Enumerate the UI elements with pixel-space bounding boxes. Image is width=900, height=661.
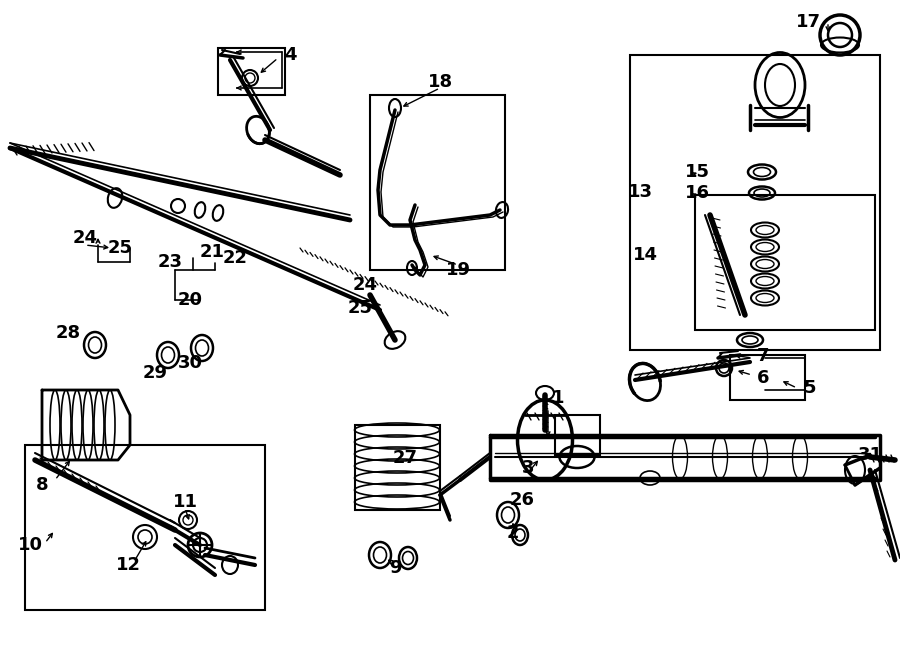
Text: 9: 9 [389,559,401,577]
Bar [630,55,880,350]
Text: 15: 15 [685,163,709,181]
Text: 31: 31 [858,446,883,464]
Text: 21: 21 [200,243,224,261]
Bar [218,48,285,95]
Text: 7: 7 [757,347,770,365]
Text: 23: 23 [158,253,183,271]
Bar [695,195,875,330]
Text: 30: 30 [177,354,202,372]
Text: 5: 5 [804,379,816,397]
Text: 13: 13 [627,183,652,201]
Text: 12: 12 [115,556,140,574]
Text: 3: 3 [522,459,535,477]
Text: 22: 22 [222,249,248,267]
Text: 16: 16 [685,184,709,202]
Text: 10: 10 [17,536,42,554]
Text: 19: 19 [446,261,471,279]
Text: 28: 28 [56,324,81,342]
Bar [355,425,440,510]
Text: 2: 2 [507,524,519,542]
Text: 8: 8 [36,476,49,494]
Text: 11: 11 [173,493,197,511]
Text: 26: 26 [509,491,535,509]
Text: 25: 25 [347,299,373,317]
Text: 25: 25 [107,239,132,257]
Text: 24: 24 [353,276,377,294]
Text: 17: 17 [796,13,821,31]
Text: 27: 27 [392,449,418,467]
Bar [730,355,805,400]
Text: 4: 4 [284,46,296,64]
Text: 24: 24 [73,229,97,247]
Bar [370,95,505,270]
Bar [555,415,600,455]
Text: 20: 20 [177,291,202,309]
Bar [25,445,265,610]
Text: 14: 14 [633,246,658,264]
Text: 6: 6 [757,369,770,387]
Text: 18: 18 [428,73,453,91]
Text: 1: 1 [552,389,564,407]
Text: 29: 29 [142,364,167,382]
